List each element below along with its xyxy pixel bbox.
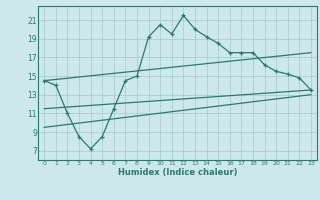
- X-axis label: Humidex (Indice chaleur): Humidex (Indice chaleur): [118, 168, 237, 177]
